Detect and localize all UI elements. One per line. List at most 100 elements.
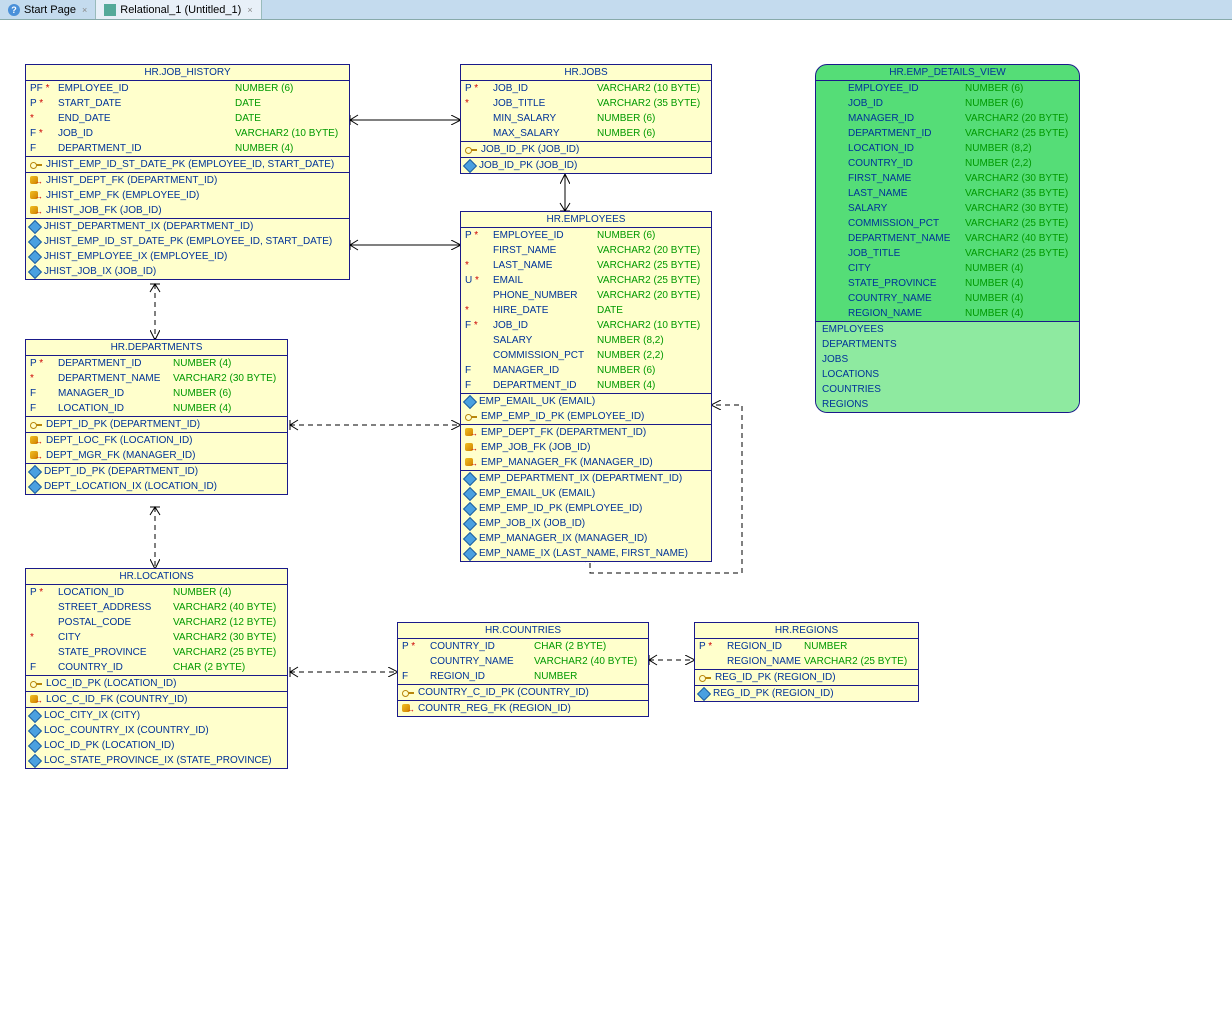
column-row: LOCATION_IDNUMBER (8,2) [816, 141, 1079, 156]
keys-section: REG_ID_PK (REGION_ID) [695, 670, 918, 686]
key-icon [465, 145, 477, 155]
column-row: F LOCATION_IDNUMBER (4) [26, 401, 287, 416]
index-icon [28, 479, 42, 493]
constraint-text: LOC_COUNTRY_IX (COUNTRY_ID) [44, 724, 209, 737]
constraint-row: EMP_DEPT_FK (DEPARTMENT_ID) [461, 425, 711, 440]
column-row: F *JOB_IDVARCHAR2 (10 BYTE) [26, 126, 349, 141]
key-icon [699, 673, 711, 683]
constraint-text: LOC_ID_PK (LOCATION_ID) [44, 739, 174, 752]
constraint-text: JHIST_DEPT_FK (DEPARTMENT_ID) [46, 174, 217, 187]
column-row: *JOB_TITLEVARCHAR2 (35 BYTE) [461, 96, 711, 111]
constraint-text: JOB_ID_PK (JOB_ID) [481, 143, 579, 156]
column-row: F COUNTRY_IDCHAR (2 BYTE) [26, 660, 287, 675]
fk-icon [30, 191, 42, 201]
column-row: F DEPARTMENT_IDNUMBER (4) [461, 378, 711, 393]
constraint-row: EMP_MANAGER_IX (MANAGER_ID) [461, 531, 711, 546]
col-name: START_DATE [58, 97, 235, 110]
entity-job_history[interactable]: HR.JOB_HISTORYPF *EMPLOYEE_IDNUMBER (6)P… [25, 64, 350, 280]
constraint-text: REG_ID_PK (REGION_ID) [715, 671, 836, 684]
fks-section: LOC_C_ID_FK (COUNTRY_ID) [26, 692, 287, 708]
fk-icon [30, 695, 42, 705]
question-icon: ? [8, 4, 20, 16]
entity-regions[interactable]: HR.REGIONSP *REGION_IDNUMBER REGION_NAME… [694, 622, 919, 702]
column-row: COMMISSION_PCTNUMBER (2,2) [461, 348, 711, 363]
ref-row: JOBS [816, 352, 1079, 367]
col-marker: F [30, 402, 58, 415]
constraint-row: JHIST_EMP_FK (EMPLOYEE_ID) [26, 188, 349, 203]
ref-row: LOCATIONS [816, 367, 1079, 382]
refs-section: EMPLOYEESDEPARTMENTSJOBSLOCATIONSCOUNTRI… [816, 322, 1079, 412]
tab-label: Relational_1 (Untitled_1) [120, 4, 241, 16]
columns-section: P *COUNTRY_IDCHAR (2 BYTE) COUNTRY_NAMEV… [398, 639, 648, 685]
col-type: VARCHAR2 (30 BYTE) [965, 172, 1075, 185]
fk-icon [30, 176, 42, 186]
entity-departments[interactable]: HR.DEPARTMENTSP *DEPARTMENT_IDNUMBER (4)… [25, 339, 288, 495]
index-icon [28, 723, 42, 737]
index-icon [28, 738, 42, 752]
col-type: NUMBER (4) [965, 277, 1075, 290]
col-name: STREET_ADDRESS [58, 601, 173, 614]
constraint-text: JHIST_DEPARTMENT_IX (DEPARTMENT_ID) [44, 220, 253, 233]
constraint-text: DEPT_LOCATION_IX (LOCATION_ID) [44, 480, 217, 493]
column-row: FIRST_NAMEVARCHAR2 (20 BYTE) [461, 243, 711, 258]
col-name: EMPLOYEE_ID [58, 82, 235, 95]
col-name: MANAGER_ID [848, 112, 965, 125]
column-row: P *EMPLOYEE_IDNUMBER (6) [461, 228, 711, 243]
column-row: COUNTRY_NAMEVARCHAR2 (40 BYTE) [398, 654, 648, 669]
col-type: VARCHAR2 (35 BYTE) [597, 97, 707, 110]
columns-section: PF *EMPLOYEE_IDNUMBER (6)P *START_DATEDA… [26, 81, 349, 157]
entity-countries[interactable]: HR.COUNTRIESP *COUNTRY_IDCHAR (2 BYTE) C… [397, 622, 649, 717]
col-type: VARCHAR2 (35 BYTE) [965, 187, 1075, 200]
diagram-canvas[interactable]: HR.JOB_HISTORYPF *EMPLOYEE_IDNUMBER (6)P… [0, 20, 1232, 1024]
close-icon[interactable]: × [247, 5, 252, 15]
column-row: P *REGION_IDNUMBER [695, 639, 918, 654]
col-marker: F [30, 387, 58, 400]
col-name: HIRE_DATE [493, 304, 597, 317]
col-type: VARCHAR2 (25 BYTE) [597, 274, 707, 287]
constraint-row: COUNTRY_C_ID_PK (COUNTRY_ID) [398, 685, 648, 700]
col-name: STATE_PROVINCE [58, 646, 173, 659]
constraint-row: DEPT_MGR_FK (MANAGER_ID) [26, 448, 287, 463]
fks-section: EMP_DEPT_FK (DEPARTMENT_ID)EMP_JOB_FK (J… [461, 425, 711, 471]
tab-relational[interactable]: Relational_1 (Untitled_1) × [96, 0, 261, 19]
col-name: COMMISSION_PCT [848, 217, 965, 230]
columns-section: P *REGION_IDNUMBER REGION_NAMEVARCHAR2 (… [695, 639, 918, 670]
col-type: VARCHAR2 (30 BYTE) [173, 631, 283, 644]
entity-employees[interactable]: HR.EMPLOYEESP *EMPLOYEE_IDNUMBER (6) FIR… [460, 211, 712, 562]
idx-section: EMP_DEPARTMENT_IX (DEPARTMENT_ID)EMP_EMA… [461, 471, 711, 561]
col-type: NUMBER (4) [173, 402, 283, 415]
col-name: LOCATION_ID [848, 142, 965, 155]
col-name: DEPARTMENT_ID [58, 357, 173, 370]
col-marker: P * [30, 97, 58, 110]
entity-locations[interactable]: HR.LOCATIONSP *LOCATION_IDNUMBER (4) STR… [25, 568, 288, 769]
constraint-row: EMP_EMP_ID_PK (EMPLOYEE_ID) [461, 409, 711, 424]
col-type: VARCHAR2 (30 BYTE) [965, 202, 1075, 215]
constraint-row: REG_ID_PK (REGION_ID) [695, 686, 918, 701]
col-marker: P * [465, 229, 493, 242]
entity-jobs[interactable]: HR.JOBSP *JOB_IDVARCHAR2 (10 BYTE) *JOB_… [460, 64, 712, 174]
col-name: POSTAL_CODE [58, 616, 173, 629]
columns-section: P *JOB_IDVARCHAR2 (10 BYTE) *JOB_TITLEVA… [461, 81, 711, 142]
entity-view[interactable]: HR.EMP_DETAILS_VIEWEMPLOYEE_IDNUMBER (6)… [815, 64, 1080, 413]
entity-title: HR.EMPLOYEES [461, 212, 711, 228]
column-row: DEPARTMENT_NAMEVARCHAR2 (40 BYTE) [816, 231, 1079, 246]
fk-icon [465, 428, 477, 438]
column-row: FIRST_NAMEVARCHAR2 (30 BYTE) [816, 171, 1079, 186]
constraint-text: EMP_JOB_IX (JOB_ID) [479, 517, 585, 530]
col-type: VARCHAR2 (20 BYTE) [597, 244, 707, 257]
col-marker [30, 616, 58, 629]
keys-section: EMP_EMAIL_UK (EMAIL)EMP_EMP_ID_PK (EMPLO… [461, 394, 711, 425]
close-icon[interactable]: × [82, 5, 87, 15]
constraint-text: EMP_NAME_IX (LAST_NAME, FIRST_NAME) [479, 547, 688, 560]
index-icon [28, 234, 42, 248]
fk-icon [465, 443, 477, 453]
tab-start-page[interactable]: ? Start Page × [0, 0, 96, 19]
column-row: P *START_DATEDATE [26, 96, 349, 111]
col-name: DEPARTMENT_NAME [848, 232, 965, 245]
constraint-text: COUNTR_REG_FK (REGION_ID) [418, 702, 571, 715]
constraint-text: JHIST_EMP_FK (EMPLOYEE_ID) [46, 189, 199, 202]
column-row: STREET_ADDRESSVARCHAR2 (40 BYTE) [26, 600, 287, 615]
col-type: NUMBER [804, 640, 914, 653]
idx-section: REG_ID_PK (REGION_ID) [695, 686, 918, 701]
fks-section: DEPT_LOC_FK (LOCATION_ID)DEPT_MGR_FK (MA… [26, 433, 287, 464]
